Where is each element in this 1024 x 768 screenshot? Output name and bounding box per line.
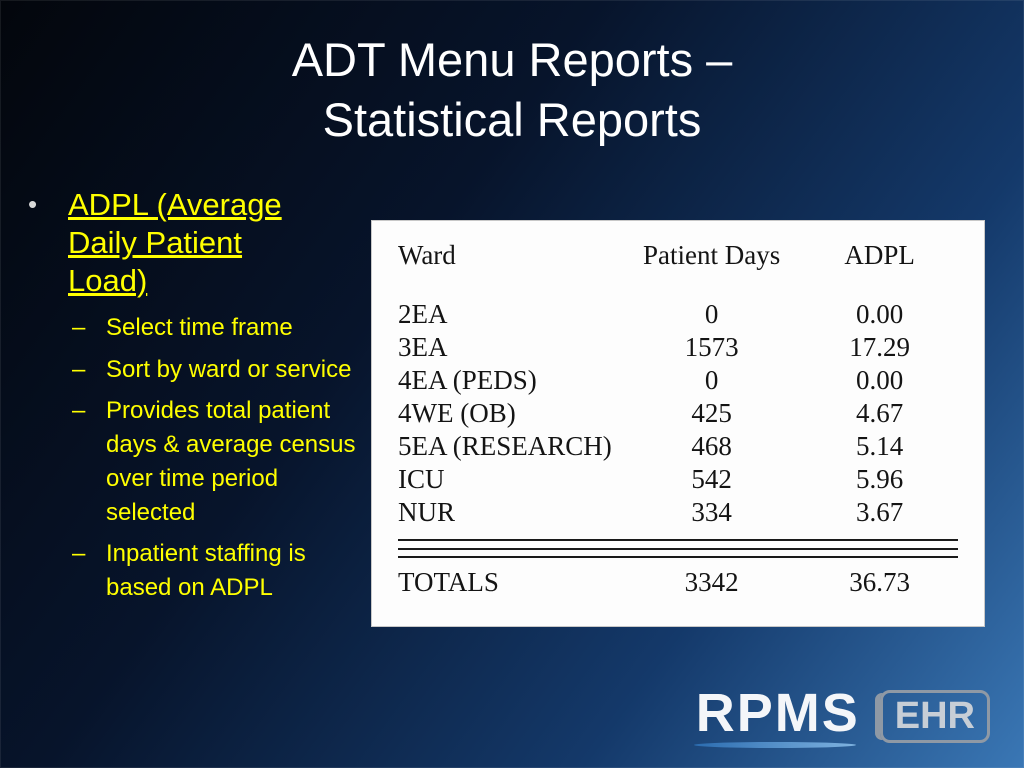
double-rule-separator bbox=[398, 539, 958, 550]
ehr-logo-text: EHR bbox=[879, 689, 990, 743]
cell-adpl: 0.00 bbox=[855, 299, 904, 329]
cell-ward: 4EA (PEDS) bbox=[398, 365, 537, 395]
dash-marker: – bbox=[72, 539, 86, 567]
cell-ward: ICU bbox=[398, 464, 445, 494]
cell-ward: 2EA bbox=[398, 299, 448, 329]
adpl-link[interactable]: ADPL (Average Daily Patient Load) bbox=[68, 187, 282, 298]
cell-patient-days: 425 bbox=[691, 398, 732, 428]
bullet-list: • ADPL (Average Daily Patient Load) – Se… bbox=[28, 186, 368, 605]
cell-adpl: 0.00 bbox=[855, 365, 904, 395]
cell-patient-days: 542 bbox=[691, 464, 732, 494]
table-row: 4EA (PEDS) 0 0.00 bbox=[398, 364, 958, 397]
cell-adpl: 3.67 bbox=[855, 497, 904, 527]
cell-adpl: 5.96 bbox=[855, 464, 904, 494]
cell-ward: 5EA (RESEARCH) bbox=[398, 431, 612, 461]
dash-marker: – bbox=[72, 314, 86, 342]
table-row: 2EA 0 0.00 bbox=[398, 298, 958, 331]
cell-patient-days: 468 bbox=[691, 431, 732, 461]
slide-title: ADT Menu Reports – Statistical Reports bbox=[0, 30, 1024, 150]
table-row: NUR 334 3.67 bbox=[398, 496, 958, 529]
sub-bullet-text: Provides total patient days & average ce… bbox=[106, 396, 356, 526]
table-row: 4WE (OB) 425 4.67 bbox=[398, 397, 958, 430]
cell-patient-days: 1573 bbox=[684, 332, 739, 362]
dash-marker: – bbox=[72, 396, 86, 424]
dash-marker: – bbox=[72, 355, 86, 383]
sub-bullet-list: – Select time frame – Sort by ward or se… bbox=[72, 311, 368, 605]
cell-patient-days: 334 bbox=[691, 497, 732, 527]
report-table: Ward Patient Days ADPL 2EA 0 0.00 3EA 15… bbox=[372, 221, 984, 626]
totals-label: TOTALS bbox=[398, 567, 499, 597]
cell-patient-days: 0 bbox=[704, 365, 719, 395]
slide-title-line1: ADT Menu Reports – bbox=[291, 33, 733, 86]
rpms-ehr-logo: RPMS EHR bbox=[690, 682, 990, 750]
table-row: 3EA 1573 17.29 bbox=[398, 331, 958, 364]
cell-adpl: 17.29 bbox=[849, 332, 910, 362]
table-row: ICU 542 5.96 bbox=[398, 463, 958, 496]
rpms-logo-text: RPMS bbox=[690, 682, 866, 750]
cell-patient-days: 0 bbox=[704, 299, 719, 329]
sub-bullet: – Sort by ward or service bbox=[72, 353, 368, 387]
table-header-row: Ward Patient Days ADPL bbox=[398, 239, 958, 272]
main-bullet: • ADPL (Average Daily Patient Load) bbox=[28, 186, 368, 299]
table-row: 5EA (RESEARCH) 468 5.14 bbox=[398, 430, 958, 463]
sub-bullet: – Select time frame bbox=[72, 311, 368, 345]
col-header-ward: Ward bbox=[398, 240, 456, 270]
col-header-adpl: ADPL bbox=[844, 240, 915, 270]
slide-title-line2: Statistical Reports bbox=[322, 93, 702, 147]
totals-patient-days: 3342 bbox=[684, 567, 739, 597]
sub-bullet-text: Select time frame bbox=[106, 314, 293, 342]
cell-adpl: 4.67 bbox=[855, 398, 904, 428]
table-body: 2EA 0 0.00 3EA 1573 17.29 4EA (PEDS) 0 0… bbox=[398, 298, 958, 529]
cell-ward: 4WE (OB) bbox=[398, 398, 516, 428]
sub-bullet: – Inpatient staffing is based on ADPL bbox=[72, 537, 368, 605]
sub-bullet-text: Inpatient staffing is based on ADPL bbox=[106, 539, 306, 601]
sub-bullet: – Provides total patient days & average … bbox=[72, 394, 368, 530]
bullet-marker: • bbox=[28, 189, 38, 219]
totals-adpl: 36.73 bbox=[849, 567, 910, 597]
cell-ward: 3EA bbox=[398, 332, 448, 362]
cell-ward: NUR bbox=[398, 497, 456, 527]
sub-bullet-text: Sort by ward or service bbox=[106, 355, 352, 383]
cell-adpl: 5.14 bbox=[855, 431, 904, 461]
single-rule-separator bbox=[398, 556, 958, 558]
col-header-patient-days: Patient Days bbox=[642, 240, 781, 270]
table-totals-row: TOTALS 3342 36.73 bbox=[398, 566, 958, 599]
